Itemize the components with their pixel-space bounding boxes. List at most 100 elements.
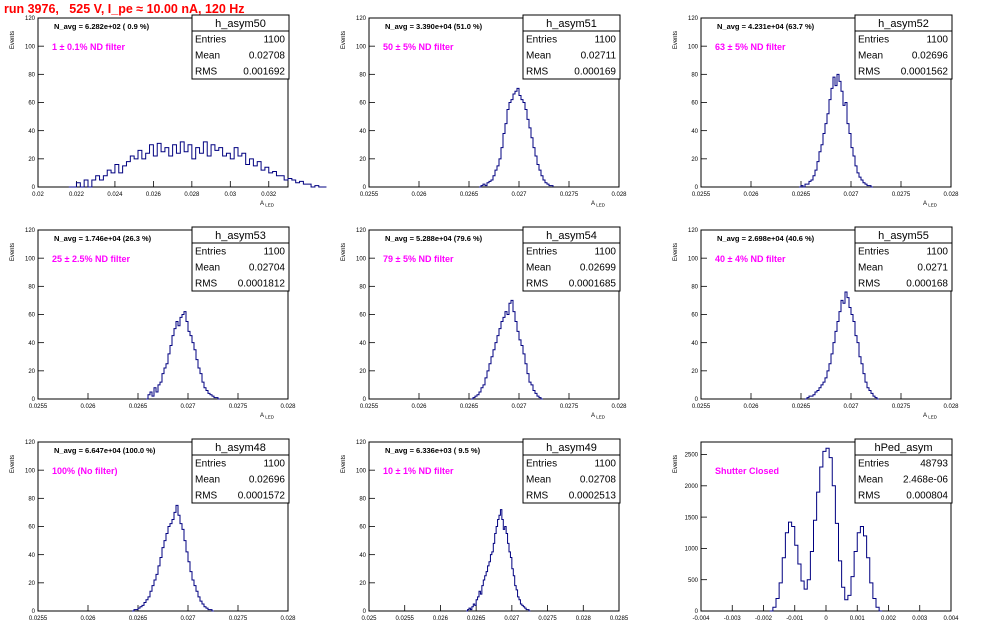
stats-value: 0.02708 — [580, 475, 617, 486]
stats-value: 48793 — [920, 459, 948, 470]
stats-label: RMS — [526, 279, 549, 290]
y-tick-label: 40 — [359, 553, 366, 559]
stats-box: hPed_asym Entries 48793 Mean 2.468e-06 RMS 0.0… — [854, 438, 953, 504]
stats-value: 0.001692 — [243, 67, 285, 78]
x-tick-label: 0.02 — [32, 192, 44, 198]
y-tick-label: 80 — [28, 73, 35, 79]
y-tick-label: 60 — [359, 313, 366, 319]
y-tick-label: 1500 — [685, 515, 699, 521]
x-tick-label: 0.0275 — [892, 192, 911, 198]
stats-box: h_asym51 Entries 1100 Mean 0.02711 RMS 0.00016… — [522, 14, 621, 80]
y-tick-label: 40 — [359, 129, 366, 135]
y-axis-label: Events — [673, 243, 679, 261]
x-tick-label: 0.0255 — [396, 616, 415, 622]
y-axis-label: Events — [673, 455, 679, 473]
x-tick-label: 0.027 — [180, 616, 196, 622]
y-tick-label: 100 — [25, 44, 36, 50]
x-tick-label: 0 — [824, 616, 828, 622]
stats-box: h_asym50 Entries 1100 Mean 0.02708 RMS 0.00169… — [191, 14, 290, 80]
filter-label: Shutter Closed — [715, 466, 779, 476]
stats-label: RMS — [858, 67, 881, 78]
histogram-name: h_asym53 — [215, 230, 266, 242]
histogram-name: h_asym51 — [546, 18, 597, 30]
y-tick-label: 120 — [356, 228, 367, 234]
stats-box-frame — [522, 14, 621, 80]
y-tick-label: 20 — [28, 157, 35, 163]
stats-label: Mean — [195, 51, 220, 62]
filter-label: 25 ± 2.5% ND filter — [52, 254, 130, 264]
x-axis-label: A LED — [260, 413, 275, 420]
y-tick-label: 80 — [691, 73, 698, 79]
stats-label: Entries — [858, 459, 889, 470]
x-tick-label: 0.03 — [224, 192, 236, 198]
histogram-line — [146, 311, 220, 400]
histogram-name: h_asym52 — [878, 18, 929, 30]
stats-box-frame — [191, 226, 290, 292]
x-axis-label-main: A — [923, 413, 927, 419]
stats-value: 2.468e-06 — [903, 475, 948, 486]
x-tick-label: 0.0275 — [538, 616, 557, 622]
x-tick-label: 0.028 — [611, 192, 627, 198]
y-tick-label: 0 — [363, 609, 367, 615]
y-tick-label: 120 — [688, 16, 699, 22]
x-axis-label-main: A — [260, 201, 264, 207]
y-tick-label: 60 — [359, 525, 366, 531]
histogram-line — [805, 291, 879, 400]
x-tick-label: -0.002 — [755, 616, 773, 622]
stats-value: 0.02696 — [249, 475, 286, 486]
x-tick-label: 0.027 — [511, 404, 527, 410]
x-tick-label: 0.026 — [80, 404, 96, 410]
x-tick-label: 0.032 — [261, 192, 277, 198]
x-tick-label: 0.0275 — [560, 404, 579, 410]
filter-label: 63 ± 5% ND filter — [715, 42, 786, 52]
stats-value: 0.0001562 — [901, 67, 949, 78]
histogram-hPed_asym: 0 500 1000 1500 2000 2500 -0.004 -0.003 -0.002 -0… — [673, 438, 959, 622]
y-tick-label: 40 — [28, 129, 35, 135]
x-tick-label: 0.028 — [576, 616, 592, 622]
n-avg-label: N_avg = 6.336e+03 ( 9.5 %) — [385, 446, 481, 455]
y-tick-label: 20 — [691, 369, 698, 375]
y-tick-label: 20 — [691, 157, 698, 163]
y-axis-label: Events — [10, 31, 16, 49]
y-tick-label: 100 — [688, 256, 699, 262]
y-tick-label: 20 — [359, 581, 366, 587]
histogram-line — [68, 141, 327, 188]
stats-label: Mean — [858, 475, 883, 486]
histogram-line — [466, 509, 531, 612]
stats-label: Mean — [195, 263, 220, 274]
y-tick-label: 100 — [688, 44, 699, 50]
stats-label: RMS — [858, 491, 881, 502]
histogram-h_asym50: 0 20 40 60 80 100 120 0.02 0.022 0.024 0.026 0.028 0… — [10, 14, 327, 208]
stats-value: 1100 — [594, 459, 616, 470]
x-tick-label: 0.003 — [912, 616, 928, 622]
x-tick-label: -0.001 — [786, 616, 804, 622]
stats-value: 0.0002513 — [569, 491, 617, 502]
stats-value: 0.000804 — [906, 491, 948, 502]
stats-box: h_asym54 Entries 1100 Mean 0.02699 RMS 0.00016… — [522, 226, 621, 292]
x-tick-label: 0.004 — [943, 616, 959, 622]
y-tick-label: 20 — [359, 369, 366, 375]
stats-label: Entries — [526, 459, 557, 470]
stats-box-frame — [191, 14, 290, 80]
y-tick-label: 100 — [25, 468, 36, 474]
y-axis-label: Events — [341, 243, 347, 261]
stats-value: 0.000168 — [906, 279, 948, 290]
stats-box: h_asym53 Entries 1100 Mean 0.02704 RMS 0.00018… — [191, 226, 290, 292]
x-tick-label: 0.028 — [280, 616, 296, 622]
histogram-line — [471, 299, 543, 400]
x-tick-label: 0.028 — [611, 404, 627, 410]
y-tick-label: 80 — [691, 285, 698, 291]
x-tick-label: 0.024 — [107, 192, 123, 198]
stats-label: Entries — [858, 247, 889, 258]
y-axis-label: Events — [10, 243, 16, 261]
y-tick-label: 40 — [28, 553, 35, 559]
y-axis-label: Events — [341, 455, 347, 473]
stats-label: RMS — [858, 279, 881, 290]
stats-value: 1100 — [594, 35, 616, 46]
stats-label: Entries — [195, 247, 226, 258]
x-tick-label: 0.028 — [184, 192, 200, 198]
x-tick-label: -0.004 — [692, 616, 710, 622]
x-tick-label: 0.027 — [511, 192, 527, 198]
x-tick-label: 0.027 — [504, 616, 520, 622]
stats-value: 0.0001572 — [238, 491, 286, 502]
